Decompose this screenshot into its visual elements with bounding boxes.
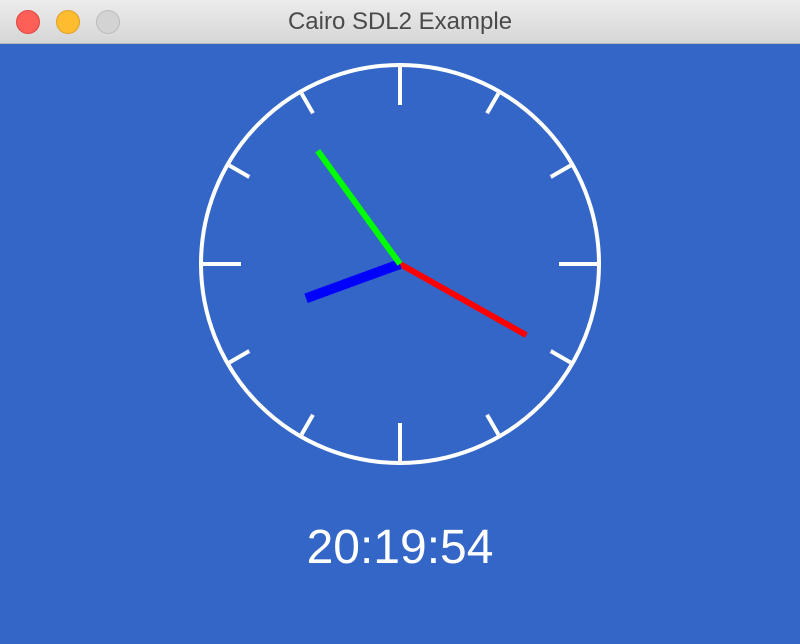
minimize-window-button[interactable] bbox=[56, 10, 80, 34]
clock-tick bbox=[226, 162, 251, 179]
second-hand bbox=[315, 148, 403, 266]
title-bar[interactable]: Cairo SDL2 Example bbox=[0, 0, 800, 44]
clock-tick bbox=[298, 90, 315, 115]
zoom-window-button[interactable] bbox=[96, 10, 120, 34]
hour-hand bbox=[304, 259, 402, 303]
window-title: Cairo SDL2 Example bbox=[287, 8, 513, 35]
clock-tick bbox=[549, 349, 574, 366]
minute-hand bbox=[398, 261, 528, 338]
close-window-button[interactable] bbox=[16, 10, 40, 34]
analog-clock bbox=[199, 63, 601, 465]
clock-tick bbox=[549, 162, 574, 179]
clock-tick bbox=[298, 413, 315, 438]
clock-tick bbox=[485, 413, 502, 438]
clock-face bbox=[199, 63, 601, 465]
clock-ticks bbox=[201, 65, 599, 463]
clock-canvas: 20:19:54 bbox=[0, 44, 800, 644]
clock-tick bbox=[485, 90, 502, 115]
digital-time: 20:19:54 bbox=[306, 521, 494, 574]
clock-tick bbox=[226, 349, 251, 366]
